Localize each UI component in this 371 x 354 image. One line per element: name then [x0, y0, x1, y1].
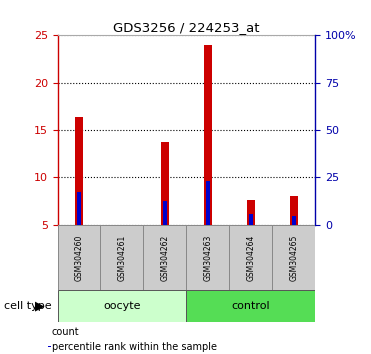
Bar — [101, 225, 144, 290]
Bar — [187, 290, 315, 322]
Text: oocyte: oocyte — [103, 301, 141, 311]
Bar — [75, 117, 83, 225]
Bar — [58, 225, 101, 290]
Text: GSM304261: GSM304261 — [118, 234, 127, 281]
Text: count: count — [52, 327, 80, 337]
Bar — [77, 192, 81, 225]
Title: GDS3256 / 224253_at: GDS3256 / 224253_at — [113, 21, 260, 34]
Text: GSM304262: GSM304262 — [160, 234, 170, 281]
Bar — [187, 225, 229, 290]
Text: control: control — [232, 301, 270, 311]
Bar — [249, 215, 253, 225]
Text: GSM304260: GSM304260 — [75, 234, 83, 281]
Text: percentile rank within the sample: percentile rank within the sample — [52, 342, 217, 352]
Bar — [292, 216, 296, 225]
Text: GSM304263: GSM304263 — [203, 234, 213, 281]
Bar — [204, 45, 212, 225]
Bar — [58, 290, 187, 322]
Bar — [206, 181, 210, 225]
Text: GSM304264: GSM304264 — [246, 234, 255, 281]
Text: ▶: ▶ — [35, 300, 44, 313]
Bar — [163, 201, 167, 225]
Bar — [161, 142, 169, 225]
Bar — [247, 200, 255, 225]
Bar — [144, 225, 186, 290]
Text: cell type: cell type — [4, 301, 51, 311]
Bar — [229, 225, 272, 290]
Text: GSM304265: GSM304265 — [289, 234, 298, 281]
Bar — [290, 196, 298, 225]
Bar — [48, 346, 52, 347]
Bar — [272, 225, 315, 290]
